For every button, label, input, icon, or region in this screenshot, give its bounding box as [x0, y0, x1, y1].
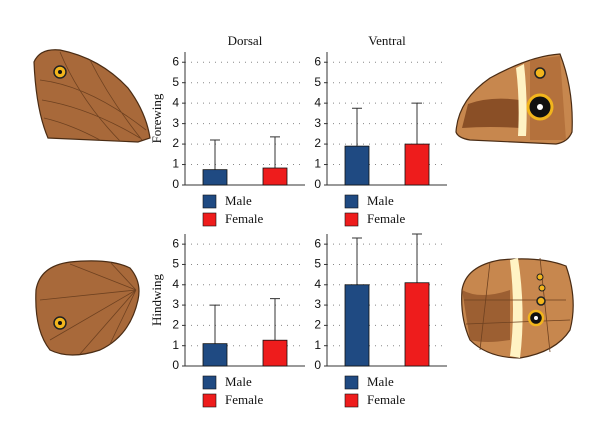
- y-tick-label: 5: [172, 75, 179, 89]
- y-axis-label: Hindwing: [149, 274, 164, 327]
- panel-title: Dorsal: [228, 33, 263, 48]
- eyespot: [536, 296, 546, 306]
- wing: [35, 260, 140, 356]
- y-tick-label: 3: [172, 297, 179, 311]
- band: [510, 258, 523, 358]
- legend-swatch: [202, 212, 217, 227]
- legend-label: Male: [225, 374, 252, 389]
- error-bar: [270, 136, 280, 169]
- error-bar: [412, 102, 422, 145]
- y-tick-label: 3: [314, 297, 321, 311]
- y-tick-label: 1: [314, 157, 321, 171]
- y-tick-label: 4: [314, 277, 321, 291]
- eyespot: [537, 104, 543, 110]
- y-tick-label: 5: [314, 75, 321, 89]
- panel-title: Ventral: [368, 33, 406, 48]
- band: [462, 98, 520, 128]
- y-tick-label: 1: [172, 157, 179, 171]
- bar: [404, 143, 430, 186]
- y-tick-label: 2: [314, 318, 321, 332]
- y-tick-label: 6: [314, 236, 321, 250]
- error-bar: [210, 139, 220, 170]
- legend-swatch: [202, 375, 217, 390]
- legend-label: Female: [225, 392, 263, 407]
- bar: [202, 343, 228, 367]
- y-tick-label: 4: [172, 95, 179, 109]
- y-tick-label: 5: [172, 257, 179, 271]
- bar: [404, 282, 430, 367]
- error-bar: [352, 107, 362, 147]
- y-tick-label: 0: [314, 358, 321, 372]
- legend-label: Male: [225, 193, 252, 208]
- bar: [202, 169, 228, 186]
- legend-label: Female: [225, 211, 263, 226]
- eyespot: [534, 67, 546, 79]
- legend-swatch: [202, 393, 217, 408]
- y-axis-label: Forewing: [149, 93, 164, 143]
- error-bar: [352, 237, 362, 285]
- legend-swatch: [202, 194, 217, 209]
- error-bar: [412, 233, 422, 283]
- vein: [39, 261, 137, 355]
- legend-label: Male: [367, 193, 394, 208]
- y-tick-label: 0: [172, 177, 179, 191]
- y-tick-label: 6: [172, 236, 179, 250]
- error-bar: [210, 304, 220, 344]
- legend-swatch: [344, 375, 359, 390]
- legend-label: Female: [367, 392, 405, 407]
- eyespot: [58, 70, 62, 74]
- legend-swatch: [344, 393, 359, 408]
- y-tick-label: 4: [314, 95, 321, 109]
- y-tick-label: 2: [172, 136, 179, 150]
- y-tick-label: 5: [314, 257, 321, 271]
- y-tick-label: 0: [172, 358, 179, 372]
- y-tick-label: 2: [172, 318, 179, 332]
- eyespot: [536, 273, 544, 281]
- y-tick-label: 6: [314, 54, 321, 68]
- y-tick-label: 1: [314, 338, 321, 352]
- y-tick-label: 6: [172, 54, 179, 68]
- vein: [464, 257, 571, 353]
- vein: [39, 51, 147, 142]
- y-tick-label: 3: [314, 116, 321, 130]
- y-tick-label: 1: [172, 338, 179, 352]
- y-tick-label: 3: [172, 116, 179, 130]
- bar: [262, 167, 288, 186]
- y-tick-label: 4: [172, 277, 179, 291]
- legend-swatch: [344, 212, 359, 227]
- legend-label: Female: [367, 211, 405, 226]
- y-tick-label: 2: [314, 136, 321, 150]
- bar: [344, 145, 370, 186]
- bar: [262, 339, 288, 367]
- y-tick-label: 0: [314, 177, 321, 191]
- error-bar: [270, 298, 280, 341]
- wing-illustrations: [33, 49, 574, 359]
- band: [516, 64, 527, 136]
- eyespot: [538, 284, 546, 292]
- legend-swatch: [344, 194, 359, 209]
- bar: [344, 284, 370, 367]
- band: [462, 290, 510, 342]
- eyespot: [534, 316, 538, 320]
- legend-label: Male: [367, 374, 394, 389]
- eyespot: [58, 321, 62, 325]
